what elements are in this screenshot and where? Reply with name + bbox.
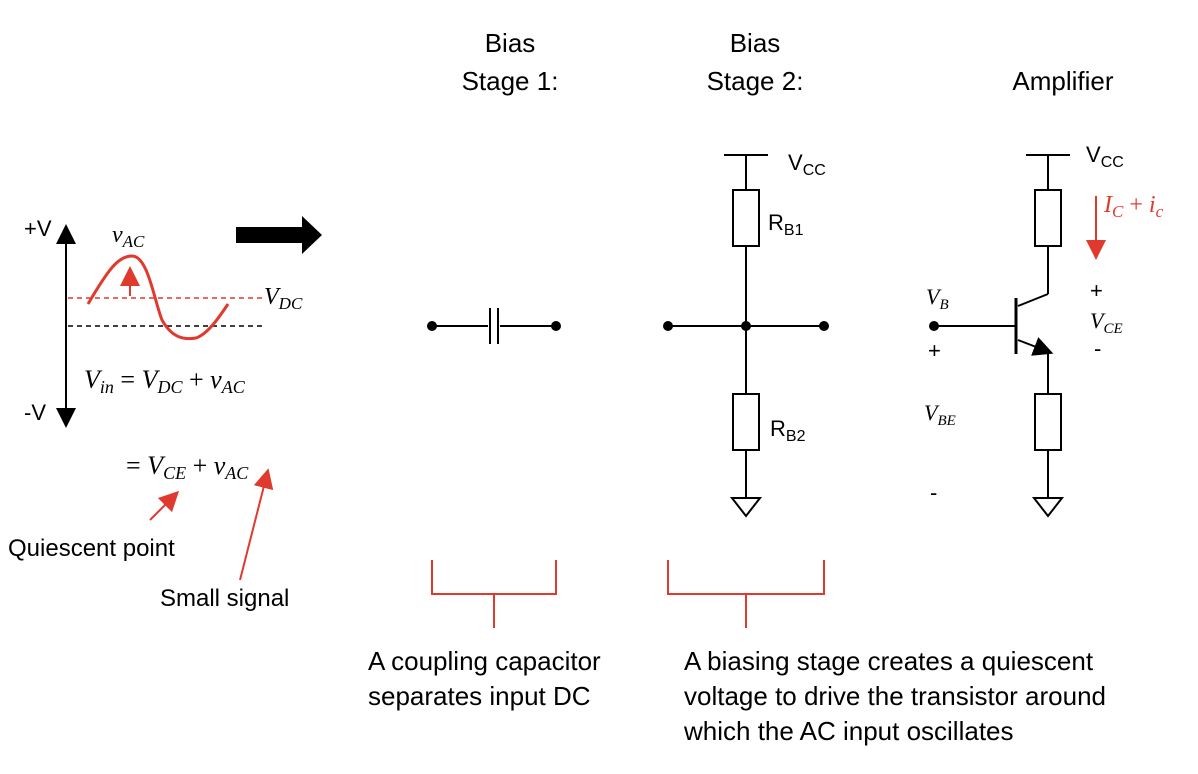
equation-vin: Vin = VDC + vAC (84, 365, 246, 397)
vce-minus-label: - (1094, 336, 1101, 361)
vbe-plus-label: + (928, 338, 941, 363)
biasing-text-line2: voltage to drive the transistor around (684, 681, 1106, 711)
plus-v-label: +V (24, 216, 52, 241)
vbe-label: VBE (924, 400, 956, 429)
base-input-node (929, 321, 939, 331)
voltage-divider: VCC RB1 RB2 (663, 150, 829, 518)
vcc-label-stage2: VCC (788, 150, 826, 179)
vcc-label-amplifier: VCC (1086, 142, 1124, 171)
ac-sine-wave (86, 254, 230, 341)
small-signal-label: Small signal (160, 585, 289, 612)
rb1-label: RB1 (768, 210, 804, 239)
heading-bias-stage1-line2: Stage 1: (462, 66, 559, 96)
v-ac-sub: AC (122, 232, 145, 251)
emitter-lead (1017, 337, 1054, 356)
collector-current-label: IC + ic (1103, 192, 1164, 221)
collector-lead (1017, 293, 1049, 307)
quiescent-pointer-arrow (149, 490, 180, 521)
coupling-text-line1: A coupling capacitor (368, 646, 601, 676)
quiescent-point-label: Quiescent point (8, 535, 175, 562)
v-dc-sub: DC (278, 294, 303, 313)
coupling-capacitor (427, 308, 561, 344)
heading-bias-stage2-line1: Bias (730, 28, 781, 58)
flow-arrow (236, 216, 322, 254)
heading-amplifier: Amplifier (1012, 66, 1113, 96)
rb2-label: RB2 (770, 416, 806, 445)
resistor-emitter (1034, 393, 1062, 451)
minus-v-label: -V (24, 400, 46, 425)
biasing-text-line3: which the AC input oscillates (683, 716, 1014, 746)
resistor-rb1 (732, 189, 760, 247)
bracket-stage2 (667, 560, 825, 628)
divider-center-node (741, 321, 751, 331)
heading-bias-stage1-line1: Bias (485, 28, 536, 58)
bracket-stage1 (431, 560, 557, 628)
ground-symbol-amplifier (1031, 497, 1065, 518)
waveform-panel: +V -V vAC VDC (24, 216, 303, 428)
vce-plus-label: + (1090, 278, 1103, 303)
heading-bias-stage2-line2: Stage 2: (707, 66, 804, 96)
biasing-text-line1: A biasing stage creates a quiescent (684, 646, 1094, 676)
cap-right-node (551, 321, 561, 331)
equation-vce: = VCE + vAC (126, 451, 249, 483)
vce-label: VCE (1090, 308, 1123, 337)
vbe-minus-label: - (930, 480, 937, 505)
small-signal-pointer-arrow (239, 468, 274, 581)
divider-left-node (663, 321, 673, 331)
resistor-collector (1034, 189, 1062, 247)
coupling-text-line2: separates input DC (368, 681, 591, 711)
ground-symbol-stage2 (729, 497, 763, 518)
resistor-rb2 (732, 393, 760, 451)
divider-right-node (819, 321, 829, 331)
amplifier-circuit: VCC IC + ic VB + VBE - + VCE - (924, 142, 1164, 518)
v-ac-label: vAC (112, 222, 145, 251)
v-dc-label: VDC (264, 284, 303, 313)
vb-label: VB (926, 284, 949, 313)
